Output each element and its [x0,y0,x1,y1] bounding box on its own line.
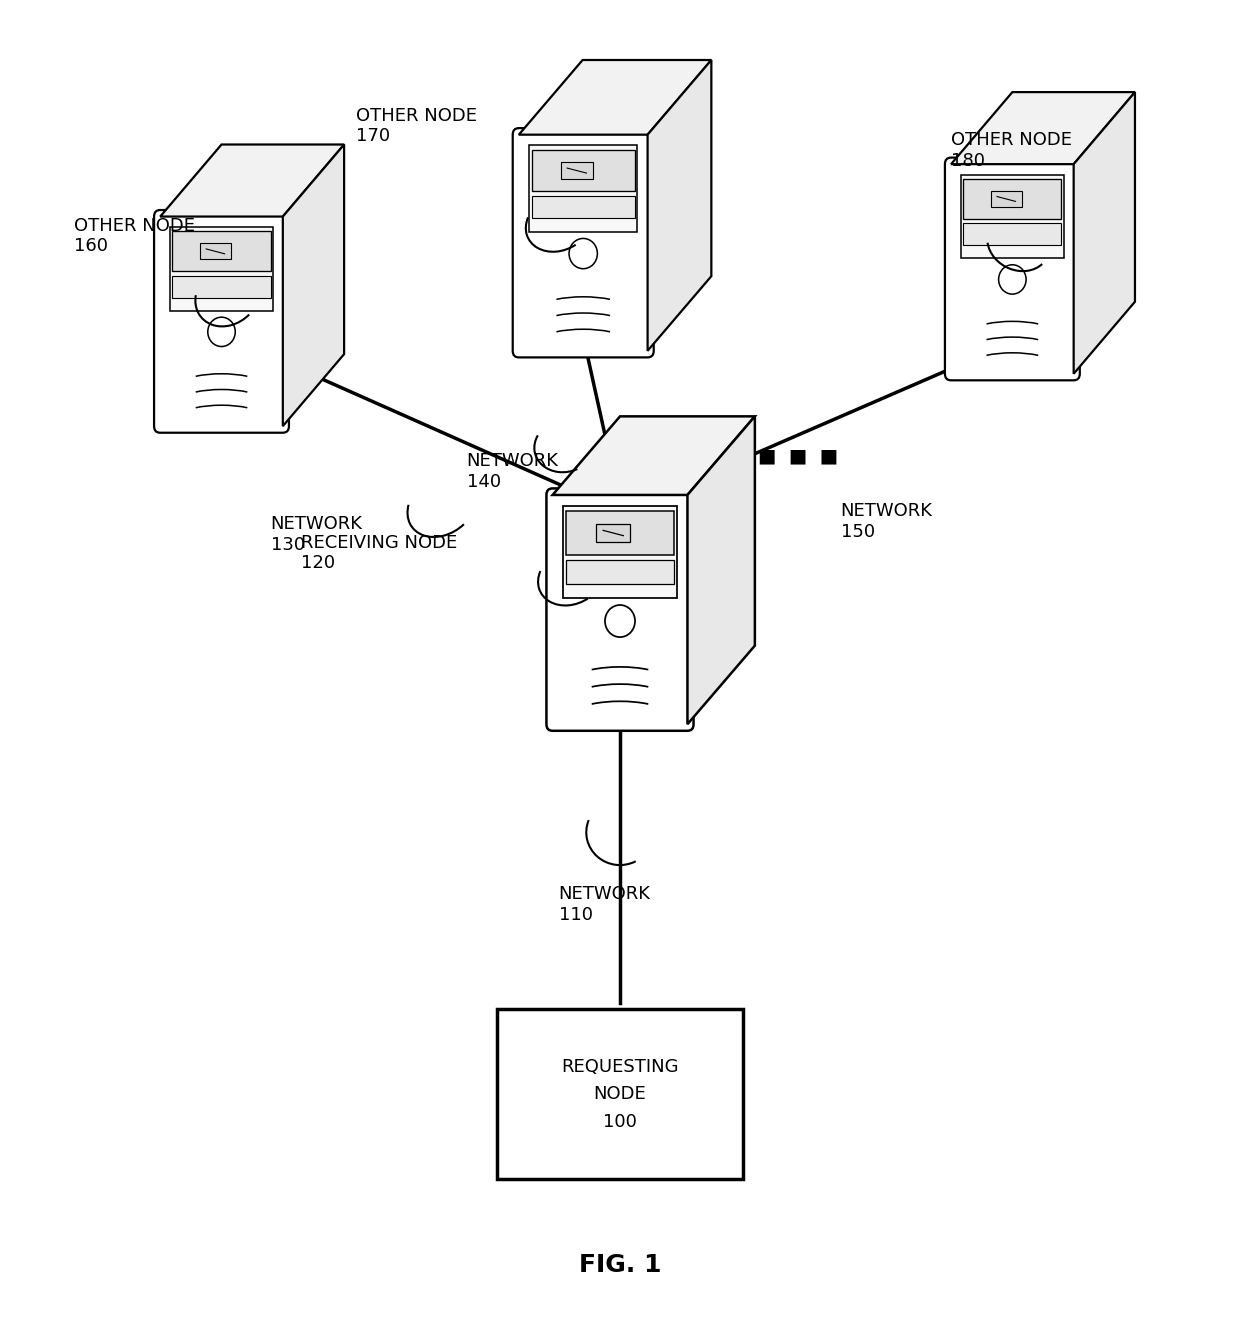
Text: ■  ■  ■: ■ ■ ■ [758,446,838,466]
Polygon shape [687,416,755,724]
Polygon shape [529,146,637,232]
Text: OTHER NODE
170: OTHER NODE 170 [356,106,477,146]
FancyBboxPatch shape [497,1009,743,1180]
FancyBboxPatch shape [512,128,653,357]
Polygon shape [170,226,273,311]
Polygon shape [200,244,231,260]
Polygon shape [553,416,755,495]
FancyBboxPatch shape [547,489,693,731]
Polygon shape [647,60,712,351]
Polygon shape [172,275,270,298]
Text: FIG. 1: FIG. 1 [579,1253,661,1276]
FancyBboxPatch shape [945,158,1080,380]
Text: REQUESTING
NODE
100: REQUESTING NODE 100 [562,1058,678,1131]
Polygon shape [565,560,675,584]
Polygon shape [596,524,630,542]
Text: NETWORK
150: NETWORK 150 [841,502,932,542]
Polygon shape [565,511,675,555]
Text: OTHER NODE
180: OTHER NODE 180 [951,131,1073,171]
Polygon shape [951,93,1135,164]
Polygon shape [283,144,345,426]
Circle shape [208,318,236,347]
Polygon shape [991,191,1022,207]
Circle shape [998,265,1025,294]
Text: NETWORK
140: NETWORK 140 [466,453,559,491]
Text: OTHER NODE
160: OTHER NODE 160 [74,217,196,256]
Polygon shape [172,232,270,271]
FancyBboxPatch shape [154,211,289,433]
Text: NETWORK
110: NETWORK 110 [559,884,651,924]
Text: NETWORK
130: NETWORK 130 [270,515,362,553]
Polygon shape [532,196,635,218]
Text: RECEIVING NODE
120: RECEIVING NODE 120 [301,534,458,572]
Circle shape [605,605,635,637]
Polygon shape [518,60,712,135]
Polygon shape [961,175,1064,258]
Polygon shape [532,150,635,191]
Polygon shape [160,144,345,217]
Circle shape [569,238,598,269]
Polygon shape [963,179,1061,218]
Polygon shape [963,224,1061,245]
Polygon shape [1074,93,1135,373]
Polygon shape [563,506,677,598]
Polygon shape [560,163,593,179]
